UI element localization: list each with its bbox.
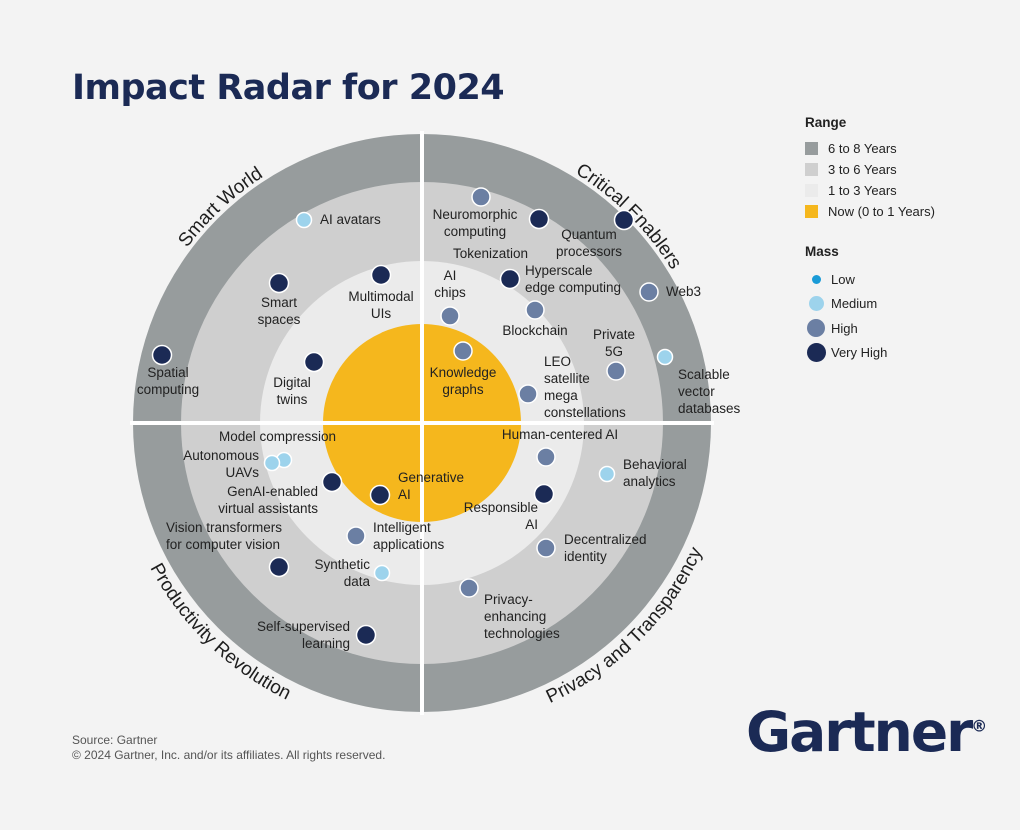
gartner-logo: Gartner® [746, 700, 988, 764]
logo-text: Gartner [746, 700, 973, 764]
technology-dot[interactable] [321, 471, 343, 493]
technology-dot[interactable] [613, 209, 635, 231]
technology-dot[interactable] [369, 484, 391, 506]
legend-mass-item: Medium [805, 292, 935, 317]
technology-label: Privacy- enhancing technologies [484, 592, 560, 641]
page-title: Impact Radar for 2024 [72, 68, 505, 108]
technology-dot[interactable] [440, 306, 460, 326]
technology-dot[interactable] [263, 454, 281, 472]
mass-label: Very High [831, 345, 888, 361]
technology-label: Digital twins [273, 375, 311, 407]
technology-dot[interactable] [471, 187, 491, 207]
range-swatch [805, 142, 818, 155]
technology-label: Responsible AI [463, 500, 538, 532]
technology-dot[interactable] [499, 268, 521, 290]
technology-label: Intelligent applications [373, 520, 445, 552]
technology-label: Vision transformers for computer vision [166, 520, 283, 552]
technology-label: Tokenization [452, 246, 528, 261]
range-swatch [805, 163, 818, 176]
technology-dot[interactable] [518, 384, 538, 404]
legend-mass-item: Very High [805, 341, 935, 366]
technology-dot[interactable] [453, 341, 473, 361]
technology-label: Blockchain [502, 323, 568, 338]
technology-label: Spatial computing [136, 365, 200, 397]
technology-label: Hyperscale edge computing [525, 263, 622, 295]
technology-label: Scalable vector databases [678, 367, 741, 416]
mass-dot-icon [807, 319, 825, 338]
legend-range-item: 1 to 3 Years [805, 180, 935, 201]
technology-label: Neuromorphic computing [432, 207, 518, 239]
technology-label: Human-centered AI [501, 427, 619, 442]
footer: Source: Gartner © 2024 Gartner, Inc. and… [72, 733, 385, 763]
technology-label: GenAI-enabled virtual assistants [218, 484, 318, 516]
technology-dot[interactable] [295, 211, 313, 229]
range-swatch [805, 184, 818, 197]
technology-label: Quantum processors [555, 227, 623, 259]
technology-dot[interactable] [268, 556, 290, 578]
technology-label: AI chips [434, 268, 466, 300]
technology-label: Knowledge graphs [429, 365, 497, 397]
technology-dot[interactable] [303, 351, 325, 373]
technology-label: Behavioral analytics [623, 457, 687, 489]
mass-label: High [831, 320, 858, 336]
technology-label: Generative AI [398, 470, 465, 502]
technology-dot[interactable] [598, 465, 616, 483]
legend: Range 6 to 8 Years 3 to 6 Years 1 to 3 Yea… [805, 115, 935, 365]
legend-range-item: 3 to 6 Years [805, 159, 935, 180]
mass-label: Low [831, 271, 855, 287]
legend-range-item: Now (0 to 1 Years) [805, 201, 935, 222]
range-label: 6 to 8 Years [828, 141, 897, 156]
technology-label: Synthetic data [314, 557, 370, 589]
range-swatch [805, 205, 818, 218]
technology-dot[interactable] [528, 208, 550, 230]
mass-dot-icon [808, 296, 824, 312]
mass-label: Medium [831, 296, 878, 312]
technology-dot[interactable] [151, 344, 173, 366]
technology-dot[interactable] [525, 300, 545, 320]
technology-dot[interactable] [355, 624, 377, 646]
technology-dot[interactable] [533, 483, 555, 505]
mass-dot-icon [806, 343, 826, 363]
technology-label: Smart spaces [257, 295, 301, 327]
source-text: Source: Gartner [72, 733, 158, 747]
legend-mass-item: Low [805, 267, 935, 292]
technology-dot[interactable] [268, 272, 290, 294]
range-label: Now (0 to 1 Years) [828, 204, 935, 219]
technology-label: LEO satellite mega constellations [544, 354, 626, 420]
technology-dot[interactable] [606, 361, 626, 381]
technology-dot[interactable] [370, 264, 392, 286]
technology-dot[interactable] [536, 538, 556, 558]
technology-dot[interactable] [346, 526, 366, 546]
range-label: 1 to 3 Years [828, 183, 897, 198]
legend-mass-title: Mass [805, 244, 839, 259]
technology-label: Model compression [219, 429, 337, 444]
technology-label: Private 5G [592, 327, 636, 359]
technology-dot[interactable] [459, 578, 479, 598]
technology-dot[interactable] [656, 348, 674, 366]
copyright-text: © 2024 Gartner, Inc. and/or its affiliat… [72, 748, 386, 762]
legend-range-item: 6 to 8 Years [805, 138, 935, 159]
technology-label: Decentralized identity [564, 532, 647, 564]
technology-dot[interactable] [536, 447, 556, 467]
technology-label: Multimodal UIs [348, 289, 414, 321]
legend-mass-item: High [805, 316, 935, 341]
legend-range-title: Range [805, 115, 847, 130]
technology-label: Autonomous UAVs [183, 448, 259, 480]
range-label: 3 to 6 Years [828, 162, 897, 177]
technology-label: AI avatars [320, 212, 381, 227]
technology-label: Web3 [666, 284, 702, 299]
technology-dot[interactable] [373, 564, 391, 582]
technology-dot[interactable] [639, 282, 659, 302]
mass-dot-icon [811, 274, 821, 284]
technology-label: Self-supervised learning [256, 619, 350, 651]
